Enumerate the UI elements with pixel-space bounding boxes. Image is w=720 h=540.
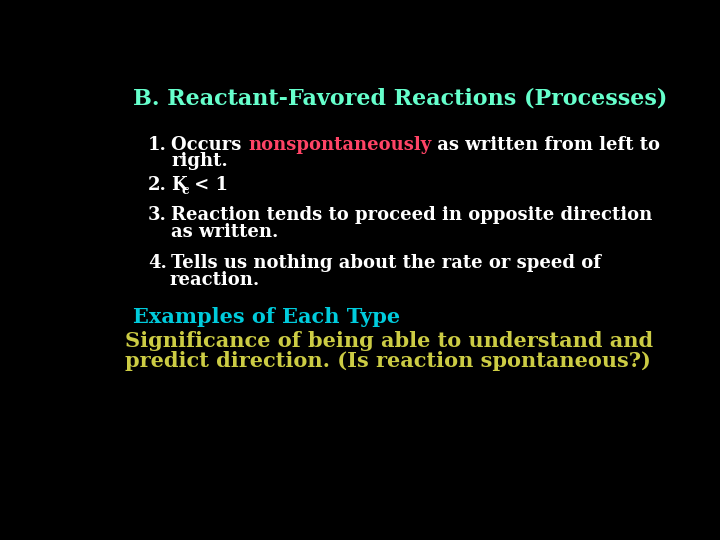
Text: 2.: 2. [148, 176, 167, 193]
Text: 1.: 1. [148, 136, 167, 153]
Text: reaction.: reaction. [170, 271, 260, 289]
Text: as written.: as written. [171, 223, 279, 241]
Text: Examples of Each Type: Examples of Each Type [132, 307, 400, 327]
Text: nonspontaneously: nonspontaneously [248, 136, 431, 153]
Text: right.: right. [171, 152, 228, 171]
Text: c: c [181, 184, 189, 197]
Text: Significance of being able to understand and: Significance of being able to understand… [125, 330, 653, 350]
Text: predict direction. (Is reaction spontaneous?): predict direction. (Is reaction spontane… [125, 350, 651, 370]
Text: K: K [171, 176, 187, 193]
Text: as written from left to: as written from left to [431, 136, 660, 153]
Text: Occurs: Occurs [171, 136, 248, 153]
Text: < 1: < 1 [188, 176, 228, 193]
Text: Tells us nothing about the rate or speed of: Tells us nothing about the rate or speed… [171, 254, 601, 272]
Text: 4.: 4. [148, 254, 167, 272]
Text: B. Reactant-Favored Reactions (Processes): B. Reactant-Favored Reactions (Processes… [132, 88, 667, 110]
Text: Reaction tends to proceed in opposite direction: Reaction tends to proceed in opposite di… [171, 206, 652, 224]
Text: 3.: 3. [148, 206, 167, 224]
